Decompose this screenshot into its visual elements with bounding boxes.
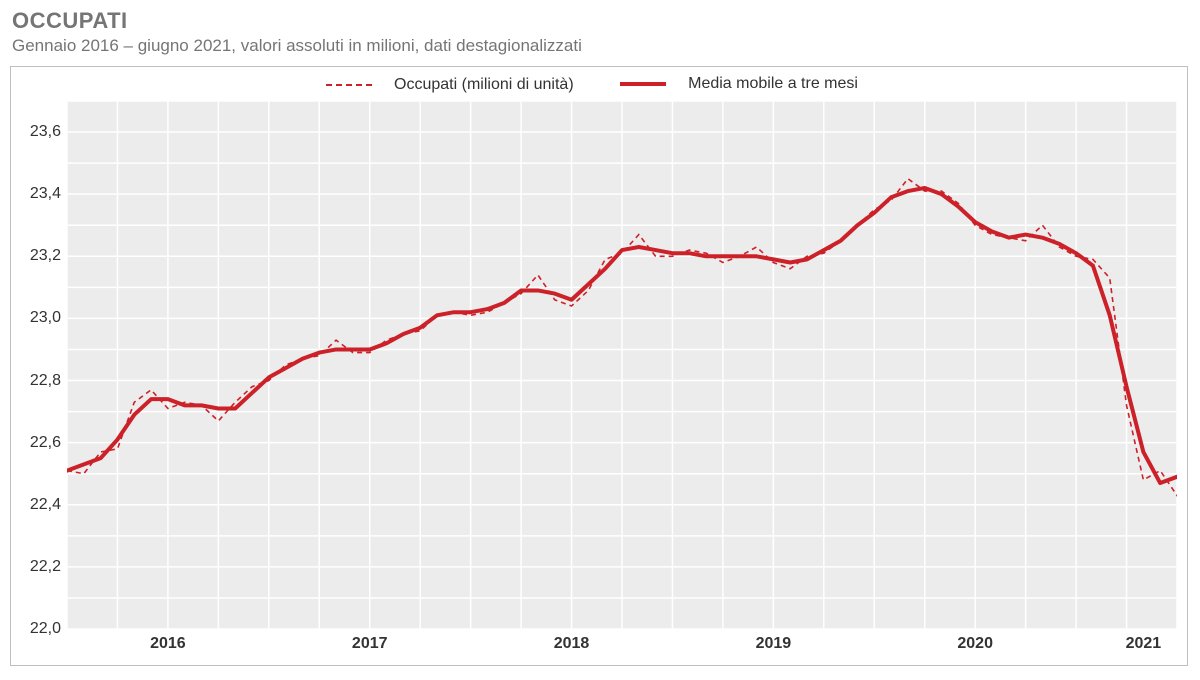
legend-item-ma: Media mobile a tre mesi [620, 75, 872, 93]
y-tick-label: 23,0 [21, 309, 61, 327]
y-tick-label: 23,4 [21, 185, 61, 203]
plot-area [67, 101, 1177, 629]
y-tick-label: 22,4 [21, 496, 61, 514]
x-year-label: 2021 [1113, 635, 1173, 653]
x-year-label: 2020 [945, 635, 1005, 653]
y-tick-label: 22,0 [21, 620, 61, 638]
x-year-label: 2016 [138, 635, 198, 653]
y-tick-label: 22,6 [21, 434, 61, 452]
y-tick-label: 23,6 [21, 123, 61, 141]
legend: Occupati (milioni di unità) Media mobile… [11, 73, 1187, 94]
legend-label-ma: Media mobile a tre mesi [688, 75, 858, 93]
y-tick-label: 23,2 [21, 247, 61, 265]
x-year-label: 2019 [743, 635, 803, 653]
plot-svg [67, 101, 1177, 629]
y-tick-label: 22,8 [21, 372, 61, 390]
chart-frame: Occupati (milioni di unità) Media mobile… [10, 66, 1188, 666]
legend-label-raw: Occupati (milioni di unità) [394, 76, 574, 94]
chart-subtitle: Gennaio 2016 – giugno 2021, valori assol… [12, 36, 1190, 56]
x-year-label: 2017 [340, 635, 400, 653]
y-tick-label: 22,2 [21, 558, 61, 576]
chart-title: OCCUPATI [12, 8, 1190, 34]
legend-item-raw: Occupati (milioni di unità) [326, 76, 588, 94]
x-year-label: 2018 [542, 635, 602, 653]
